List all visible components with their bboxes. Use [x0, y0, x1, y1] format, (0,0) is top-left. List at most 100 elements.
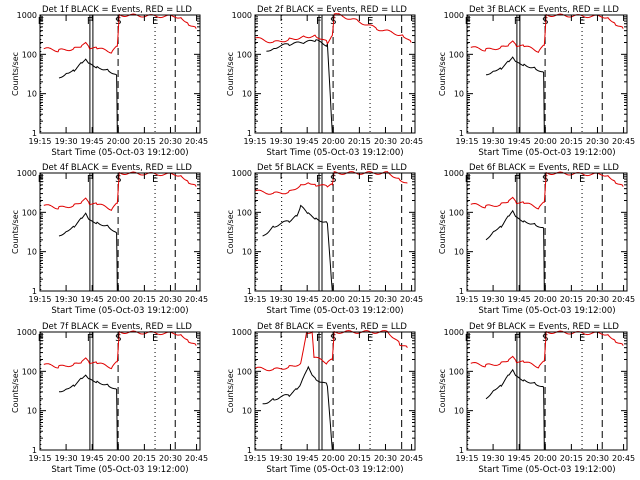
x-tick-label: 20:15: [560, 454, 583, 463]
plot-frame: [254, 331, 416, 451]
y-axis-label: Counts/sec: [226, 210, 235, 254]
x-tick-label: 20:45: [400, 137, 423, 146]
y-tick-label: 100: [449, 50, 464, 59]
panel-title: Det 3f BLACK = Events, RED = LLD: [469, 5, 619, 15]
x-tick-label: 20:15: [348, 295, 371, 304]
panel-det-3: Det 3f BLACK = Events, RED = LLDEFSE1101…: [438, 5, 635, 158]
event-marker-label: E: [152, 16, 158, 27]
x-tick-label: 19:30: [270, 137, 293, 146]
y-tick-label: 10: [27, 407, 37, 416]
y-tick-label: 1000: [232, 328, 252, 337]
x-tick-label: 20:30: [374, 137, 397, 146]
events-series-line: [262, 365, 333, 451]
y-tick-label: 100: [22, 367, 37, 376]
plot-frame: [466, 172, 628, 292]
x-tick-label: 19:45: [296, 295, 319, 304]
panel-title: Det 1f BLACK = Events, RED = LLD: [42, 5, 192, 15]
x-axis-label: Start Time (05-Oct-03 19:12:00): [51, 306, 188, 316]
x-tick-label: 20:30: [159, 137, 182, 146]
x-tick-label: 20:30: [374, 454, 397, 463]
x-tick-label: 19:45: [508, 454, 531, 463]
event-marker-label: E: [579, 333, 585, 344]
y-tick-label: 1: [247, 129, 252, 138]
panel-title: Det 9f BLACK = Events, RED = LLD: [469, 322, 619, 332]
panel-title: Det 6f BLACK = Events, RED = LLD: [469, 163, 619, 173]
y-tick-label: 1: [247, 287, 252, 296]
y-tick-label: 1: [247, 446, 252, 455]
x-tick-label: 19:45: [296, 137, 319, 146]
event-marker-label: S: [542, 16, 548, 27]
plot-frame: [39, 331, 201, 451]
x-tick-label: 19:30: [482, 295, 505, 304]
x-tick-label: 19:30: [55, 137, 78, 146]
panel-det-4: Det 4f BLACK = Events, RED = LLDEFSE1101…: [11, 163, 208, 316]
events-series-line: [485, 368, 545, 451]
x-tick-label: 20:15: [133, 137, 156, 146]
panel-det-9: Det 9f BLACK = Events, RED = LLDEFSE1101…: [438, 322, 635, 475]
x-axis-label: Start Time (05-Oct-03 19:12:00): [51, 465, 188, 475]
event-marker-label: E: [579, 16, 585, 27]
event-marker-label: F: [87, 174, 93, 185]
x-axis-label: Start Time (05-Oct-03 19:12:00): [266, 306, 403, 316]
events-series-line: [262, 204, 333, 292]
x-tick-label: 20:00: [107, 137, 130, 146]
y-axis-label: Counts/sec: [438, 52, 447, 96]
event-marker-label: S: [115, 333, 121, 344]
event-marker-label: E: [579, 174, 585, 185]
x-tick-label: 20:00: [322, 137, 345, 146]
event-marker-label: F: [514, 16, 520, 27]
x-tick-label: 19:30: [55, 454, 78, 463]
events-series-line: [266, 39, 333, 134]
x-tick-label: 19:30: [482, 454, 505, 463]
events-series-line: [485, 209, 545, 292]
x-axis-label: Start Time (05-Oct-03 19:12:00): [478, 148, 615, 158]
panel-title: Det 7f BLACK = Events, RED = LLD: [42, 322, 192, 332]
x-tick-label: 20:15: [133, 295, 156, 304]
x-tick-label: 19:45: [81, 137, 104, 146]
event-marker-label: E: [152, 174, 158, 185]
x-tick-label: 20:00: [322, 454, 345, 463]
lld-series-line: [254, 13, 412, 45]
y-tick-label: 1000: [232, 11, 252, 20]
y-tick-label: 1000: [232, 169, 252, 178]
y-tick-label: 1000: [17, 169, 37, 178]
y-tick-label: 10: [454, 248, 464, 257]
event-marker-label: S: [542, 174, 548, 185]
y-tick-label: 1: [32, 287, 37, 296]
x-tick-label: 19:15: [243, 295, 266, 304]
x-tick-label: 20:45: [612, 454, 635, 463]
plot-frame: [254, 14, 416, 134]
plot-frame: [254, 172, 416, 292]
y-axis-label: Counts/sec: [226, 369, 235, 413]
panel-title: Det 2f BLACK = Events, RED = LLD: [257, 5, 407, 15]
event-marker-label: F: [316, 16, 322, 27]
x-tick-label: 20:00: [534, 295, 557, 304]
x-tick-label: 19:45: [296, 454, 319, 463]
panel-title: Det 5f BLACK = Events, RED = LLD: [257, 163, 407, 173]
x-tick-label: 20:15: [348, 454, 371, 463]
y-tick-label: 10: [454, 90, 464, 99]
y-tick-label: 100: [237, 50, 252, 59]
x-tick-label: 19:30: [482, 137, 505, 146]
y-axis-label: Counts/sec: [11, 210, 20, 254]
x-tick-label: 20:00: [322, 295, 345, 304]
x-tick-label: 19:45: [81, 295, 104, 304]
y-tick-label: 10: [242, 248, 252, 257]
event-marker-label: F: [514, 333, 520, 344]
y-axis-label: Counts/sec: [11, 369, 20, 413]
y-tick-label: 100: [449, 367, 464, 376]
y-axis-label: Counts/sec: [438, 210, 447, 254]
x-tick-label: 19:15: [28, 137, 51, 146]
x-tick-label: 19:30: [55, 295, 78, 304]
plot-frame: [39, 172, 201, 292]
y-tick-label: 1000: [444, 169, 464, 178]
y-tick-label: 1: [459, 287, 464, 296]
panel-det-6: Det 6f BLACK = Events, RED = LLDEFSE1101…: [438, 163, 635, 316]
y-tick-label: 100: [449, 208, 464, 217]
panel-det-7: Det 7f BLACK = Events, RED = LLDEFSE1101…: [11, 322, 208, 475]
x-axis-label: Start Time (05-Oct-03 19:12:00): [478, 306, 615, 316]
y-tick-label: 10: [27, 248, 37, 257]
